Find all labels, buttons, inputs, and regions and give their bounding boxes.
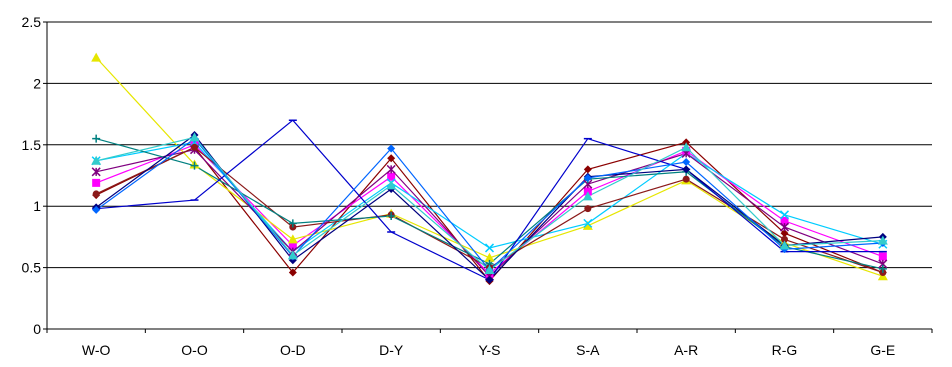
data-point — [386, 164, 396, 174]
data-point — [582, 191, 593, 201]
y-tick-label: 2 — [33, 75, 41, 91]
data-point — [485, 275, 494, 284]
data-point — [387, 172, 396, 181]
data-point — [583, 218, 593, 228]
y-tick-label: 2.5 — [22, 14, 42, 30]
data-point — [878, 252, 887, 261]
x-tick-label: S-A — [576, 342, 600, 358]
data-point — [780, 229, 789, 238]
y-tick-label: 1.5 — [22, 137, 42, 153]
data-point — [91, 167, 101, 177]
data-point — [779, 222, 790, 232]
series-markers — [91, 52, 888, 286]
y-tick-labels: 0 0.5 1 1.5 2 2.5 — [22, 14, 42, 337]
data-point — [386, 180, 397, 190]
data-point — [681, 142, 692, 152]
x-tick-label: R-G — [772, 342, 798, 358]
data-point — [189, 132, 200, 142]
data-point — [781, 235, 788, 243]
data-point — [91, 52, 102, 62]
data-point — [779, 210, 790, 220]
data-point — [682, 165, 691, 174]
x-tick-label: G-E — [870, 342, 895, 358]
data-point — [287, 234, 298, 244]
data-point — [92, 190, 100, 198]
data-point — [287, 250, 298, 260]
data-point — [288, 241, 297, 250]
data-point — [583, 165, 592, 174]
data-point — [92, 205, 101, 214]
x-tick-label: Y-S — [478, 342, 500, 358]
x-tick-label: W-O — [82, 342, 111, 358]
y-tick-label: 1 — [33, 198, 41, 214]
data-point — [91, 155, 102, 165]
series-line-10 — [95, 137, 883, 271]
data-point — [584, 205, 592, 213]
data-point — [191, 143, 198, 151]
data-point — [484, 252, 495, 262]
data-point — [190, 161, 199, 170]
data-point — [583, 173, 592, 182]
data-point — [484, 243, 495, 253]
series-line-7 — [96, 138, 883, 270]
data-point — [682, 175, 690, 183]
data-point — [877, 235, 888, 245]
data-point — [582, 220, 593, 230]
data-point — [780, 216, 789, 225]
data-point — [387, 154, 396, 163]
gridlines — [43, 21, 933, 333]
axes — [46, 22, 932, 330]
y-tick-label: 0.5 — [22, 260, 42, 276]
data-point — [779, 240, 790, 250]
series-line-11 — [96, 136, 883, 271]
series-line-3 — [95, 57, 883, 277]
data-point — [387, 144, 396, 153]
x-tick-label: O-D — [280, 342, 306, 358]
data-point — [387, 212, 396, 221]
data-point — [484, 265, 495, 275]
data-point — [288, 219, 297, 228]
x-tick-label: A-R — [674, 342, 698, 358]
y-tick-label: 0 — [33, 321, 41, 337]
x-tick-label: D-Y — [379, 342, 404, 358]
data-point — [92, 134, 101, 143]
x-tick-label: O-O — [181, 342, 208, 358]
data-point — [92, 178, 101, 187]
x-tick-labels: W-O O-O O-D D-Y Y-S S-A A-R R-G G-E — [82, 342, 895, 358]
data-point — [878, 264, 887, 273]
data-point — [288, 268, 297, 277]
data-point — [682, 157, 691, 166]
